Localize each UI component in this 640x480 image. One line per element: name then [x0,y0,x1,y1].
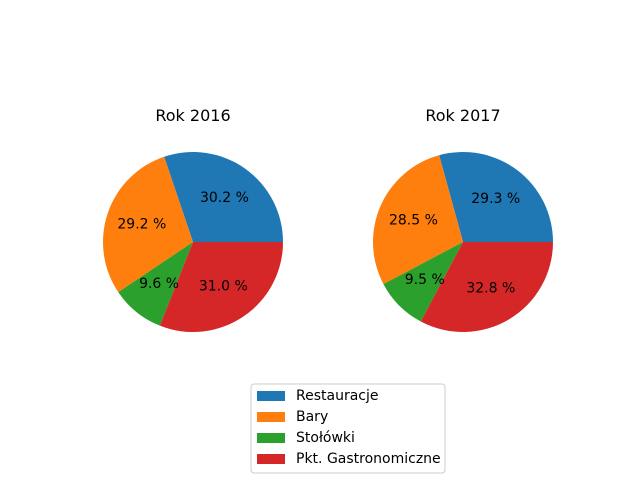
pie-slice-stołówki [383,242,463,322]
pie-percent-label: 31.0 % [199,279,248,295]
pie-percent-label: 9.6 % [139,276,179,292]
legend-swatch [257,391,285,401]
legend-swatch [257,433,285,443]
legend-label: Stołówki [296,430,355,446]
pie-percent-label: 9.5 % [405,272,445,288]
pie-slice-restauracje [164,152,283,242]
pie-slice-bary [102,156,193,293]
pie-slice-restauracje [439,152,553,242]
legend-label: Bary [296,409,328,425]
legend-label: Restauracje [296,388,378,404]
pie-percent-label: 32.8 % [466,280,515,296]
pie-chart-2017: Rok 2017 29.3 % 28.5 % 9.5 % 32.8 % [373,106,553,332]
pie-slices [102,152,283,332]
chart-title: Rok 2017 [425,106,500,125]
legend-items: Restauracje Bary Stołówki Pkt. Gastronomicz… [257,388,441,467]
chart-title: Rok 2016 [155,106,230,125]
pie-slice-pkt-gastronomiczne [159,242,283,332]
pie-slices [373,152,553,332]
pie-percent-labels: 30.2 % 29.2 % 9.6 % 31.0 % [117,190,249,295]
pie-percent-label: 29.3 % [471,191,520,207]
pie-slice-stołówki [118,242,193,326]
pie-percent-label: 29.2 % [117,217,166,233]
pie-percent-label: 28.5 % [389,213,438,229]
legend: Restauracje Bary Stołówki Pkt. Gastronomicz… [250,383,446,474]
legend-swatch [257,412,285,422]
legend-frame [250,383,446,474]
legend-swatch [257,454,285,464]
pie-percent-labels: 29.3 % 28.5 % 9.5 % 32.8 % [389,191,520,296]
pie-percent-label: 30.2 % [200,190,249,206]
pie-slice-bary [373,155,463,285]
legend-label: Pkt. Gastronomiczne [296,451,441,467]
pie-chart-2016: Rok 2016 30.2 % 29.2 % 9.6 % 31.0 % [102,106,283,332]
pie-slice-pkt-gastronomiczne [420,242,553,332]
